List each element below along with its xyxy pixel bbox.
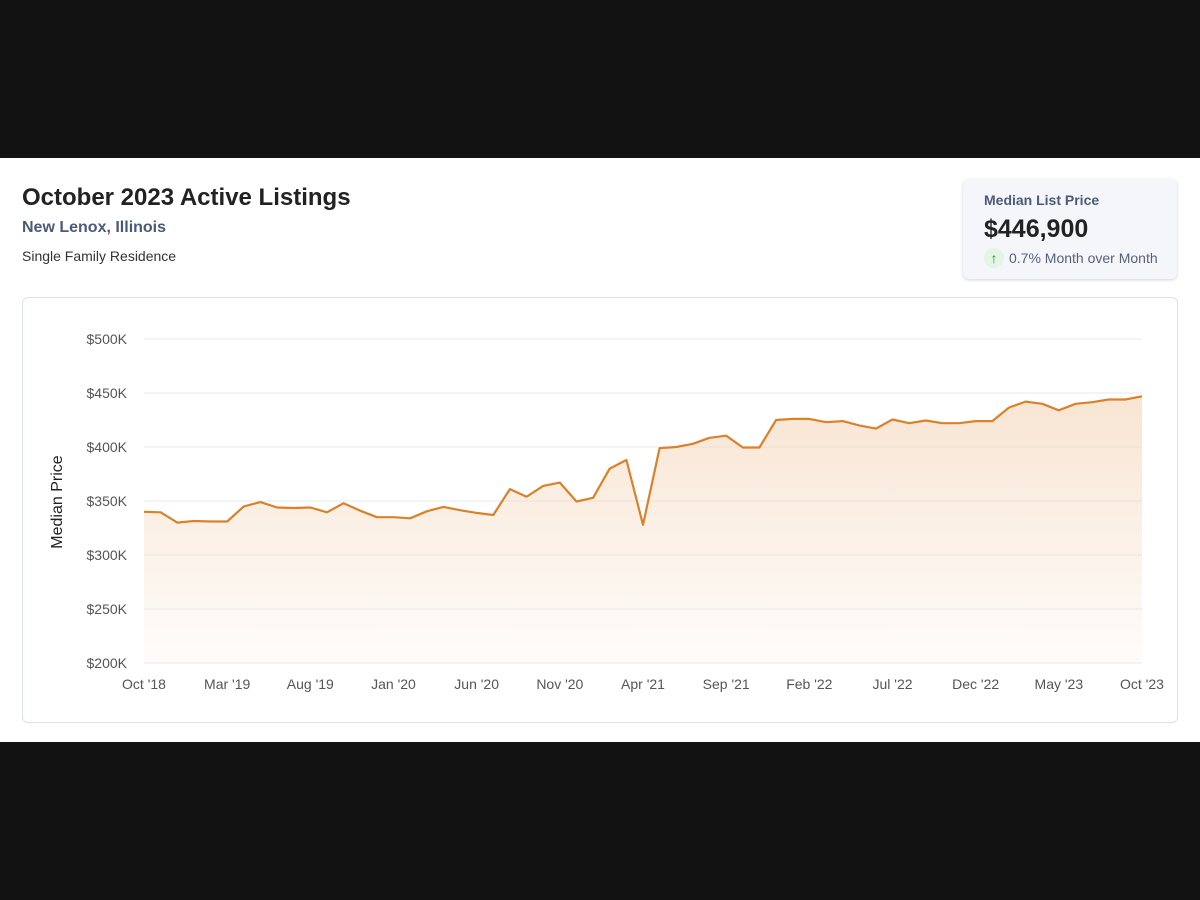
median-price-card: Median List Price $446,900 ↑ 0.7% Month … bbox=[963, 179, 1177, 279]
kpi-label: Median List Price bbox=[984, 192, 1100, 208]
x-tick-label: Aug '19 bbox=[287, 676, 334, 692]
x-tick-label: Apr '21 bbox=[621, 676, 665, 692]
price-area bbox=[144, 396, 1142, 663]
price-line bbox=[143, 395, 1143, 526]
kpi-value: $446,900 bbox=[984, 215, 1089, 243]
median-price-chart: $500K $450K $400K $350K $300K $250K $200K Oct … bbox=[49, 331, 1164, 692]
y-tick-label: $450K bbox=[87, 385, 128, 401]
y-axis-label: Median Price bbox=[49, 455, 66, 548]
x-tick-label: Oct '18 bbox=[122, 676, 166, 692]
x-axis: Oct '18 Mar '19 Aug '19 Jan '20 Jun '20 Nov '… bbox=[122, 676, 1164, 692]
x-tick-label: Sep '21 bbox=[703, 676, 750, 692]
x-tick-label: May '23 bbox=[1035, 676, 1084, 692]
y-tick-label: $400K bbox=[87, 439, 128, 455]
x-tick-label: Jan '20 bbox=[371, 676, 416, 692]
x-tick-label: Dec '22 bbox=[952, 676, 999, 692]
y-axis: $500K $450K $400K $350K $300K $250K $200K bbox=[87, 331, 128, 671]
x-tick-label: Oct '23 bbox=[1120, 676, 1164, 692]
x-tick-label: Mar '19 bbox=[204, 676, 250, 692]
x-tick-label: Jul '22 bbox=[872, 676, 912, 692]
location-label: New Lenox, Illinois bbox=[22, 219, 167, 236]
y-tick-label: $200K bbox=[87, 655, 128, 671]
x-tick-label: Feb '22 bbox=[786, 676, 832, 692]
chart-card: $500K $450K $400K $350K $300K $250K $200K Oct … bbox=[22, 297, 1178, 723]
x-tick-label: Jun '20 bbox=[454, 676, 499, 692]
y-tick-label: $350K bbox=[87, 493, 128, 509]
x-tick-label: Nov '20 bbox=[536, 676, 583, 692]
y-tick-label: $300K bbox=[87, 547, 128, 563]
page-title: October 2023 Active Listings bbox=[22, 184, 351, 211]
kpi-change: ↑ 0.7% Month over Month bbox=[984, 248, 1158, 268]
y-tick-label: $500K bbox=[87, 331, 128, 347]
arrow-up-icon: ↑ bbox=[984, 248, 1004, 268]
y-tick-label: $250K bbox=[87, 601, 128, 617]
kpi-change-text: 0.7% Month over Month bbox=[1009, 250, 1158, 266]
property-type-label: Single Family Residence bbox=[22, 248, 177, 264]
